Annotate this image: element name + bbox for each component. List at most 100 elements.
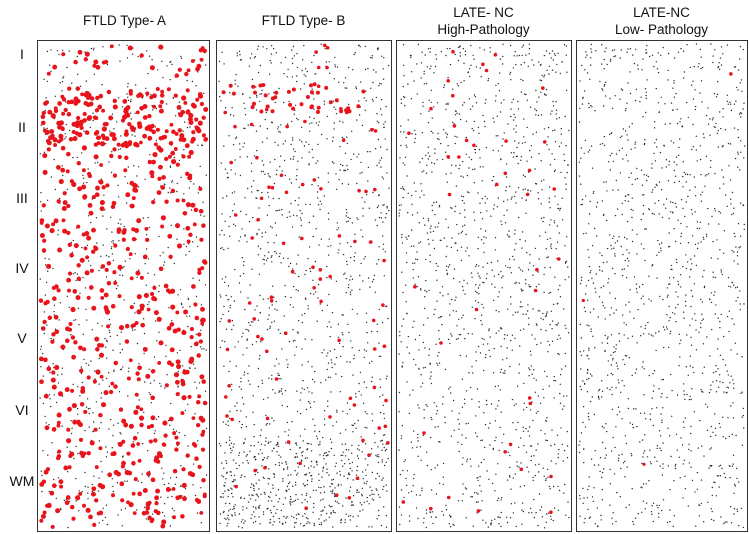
negative-cell-dot	[302, 59, 304, 61]
negative-cell-dot	[245, 213, 247, 216]
negative-cell-dot	[482, 519, 484, 521]
negative-cell-dot	[280, 62, 282, 64]
negative-cell-dot	[228, 510, 230, 512]
negative-cell-dot	[535, 412, 538, 414]
negative-cell-dot	[699, 48, 702, 51]
negative-cell-dot	[367, 67, 369, 70]
negative-cell-dot	[430, 375, 432, 377]
positive-cell-dot	[40, 114, 46, 120]
negative-cell-dot	[376, 47, 379, 50]
negative-cell-dot	[529, 350, 532, 353]
negative-cell-dot	[242, 146, 244, 148]
negative-cell-dot	[236, 52, 238, 54]
negative-cell-dot	[229, 92, 231, 94]
negative-cell-dot	[260, 429, 262, 431]
positive-cell-dot	[41, 110, 46, 116]
negative-cell-dot	[150, 402, 152, 404]
negative-cell-dot	[457, 337, 459, 340]
positive-cell-dot	[137, 491, 143, 497]
negative-cell-dot	[465, 488, 468, 490]
negative-cell-dot	[399, 473, 402, 476]
negative-cell-dot	[689, 189, 691, 191]
negative-cell-dot	[474, 300, 477, 302]
negative-cell-dot	[498, 311, 500, 313]
negative-cell-dot	[295, 514, 298, 516]
negative-cell-dot	[227, 514, 229, 517]
negative-cell-dot	[174, 115, 177, 117]
negative-cell-dot	[153, 356, 156, 358]
negative-cell-dot	[694, 211, 696, 213]
positive-cell-dot	[525, 192, 530, 197]
negative-cell-dot	[161, 467, 163, 469]
positive-cell-dot	[112, 104, 118, 110]
negative-cell-dot	[535, 114, 537, 116]
positive-cell-dot	[62, 191, 67, 196]
negative-cell-dot	[500, 499, 502, 501]
negative-cell-dot	[247, 124, 249, 126]
negative-cell-dot	[492, 175, 495, 178]
negative-cell-dot	[600, 519, 602, 521]
negative-cell-dot	[531, 334, 533, 336]
positive-cell-dot	[57, 247, 63, 253]
negative-cell-dot	[494, 518, 496, 520]
negative-cell-dot	[301, 455, 303, 457]
negative-cell-dot	[258, 273, 261, 275]
negative-cell-dot	[334, 66, 336, 68]
positive-cell-dot	[88, 285, 94, 290]
negative-cell-dot	[535, 109, 538, 112]
negative-cell-dot	[234, 514, 236, 516]
positive-cell-dot	[128, 502, 134, 508]
negative-cell-dot	[480, 320, 482, 322]
negative-cell-dot	[378, 162, 380, 164]
negative-cell-dot	[304, 297, 307, 299]
negative-cell-dot	[106, 523, 109, 526]
negative-cell-dot	[257, 45, 260, 47]
positive-cell-dot	[185, 171, 190, 176]
negative-cell-dot	[714, 427, 717, 430]
negative-cell-dot	[382, 404, 384, 407]
negative-cell-dot	[445, 173, 447, 175]
negative-cell-dot	[57, 382, 60, 384]
negative-cell-dot	[534, 108, 536, 110]
negative-cell-dot	[297, 160, 299, 162]
negative-cell-dot	[321, 352, 323, 354]
negative-cell-dot	[346, 242, 349, 244]
negative-cell-dot	[601, 499, 603, 501]
negative-cell-dot	[156, 340, 158, 342]
layer-label-I: I	[20, 46, 24, 62]
negative-cell-dot	[581, 64, 583, 67]
negative-cell-dot	[52, 267, 54, 270]
negative-cell-dot	[360, 394, 362, 396]
negative-cell-dot	[270, 53, 273, 55]
positive-cell-dot	[41, 248, 47, 253]
negative-cell-dot	[457, 46, 460, 49]
negative-cell-dot	[442, 396, 444, 398]
negative-cell-dot	[315, 228, 317, 230]
negative-cell-dot	[474, 492, 476, 494]
negative-cell-dot	[376, 489, 378, 491]
negative-cell-dot	[230, 471, 232, 473]
negative-cell-dot	[111, 113, 114, 115]
negative-cell-dot	[481, 303, 483, 306]
positive-cell-dot	[85, 130, 90, 135]
positive-cell-dot	[153, 310, 159, 316]
positive-cell-dot	[252, 317, 256, 321]
negative-cell-dot	[690, 336, 692, 338]
negative-cell-dot	[639, 412, 642, 414]
negative-cell-dot	[384, 121, 386, 123]
positive-cell-dot	[94, 336, 100, 342]
negative-cell-dot	[308, 246, 311, 248]
negative-cell-dot	[227, 176, 229, 179]
negative-cell-dot	[248, 330, 250, 332]
negative-cell-dot	[515, 429, 517, 431]
positive-cell-dot	[228, 83, 233, 88]
negative-cell-dot	[153, 432, 156, 435]
negative-cell-dot	[449, 47, 451, 50]
negative-cell-dot	[256, 494, 259, 496]
negative-cell-dot	[654, 160, 657, 162]
negative-cell-dot	[485, 399, 488, 402]
positive-cell-dot	[70, 335, 76, 340]
positive-cell-dot	[81, 503, 87, 508]
negative-cell-dot	[398, 411, 400, 413]
negative-cell-dot	[460, 246, 463, 248]
